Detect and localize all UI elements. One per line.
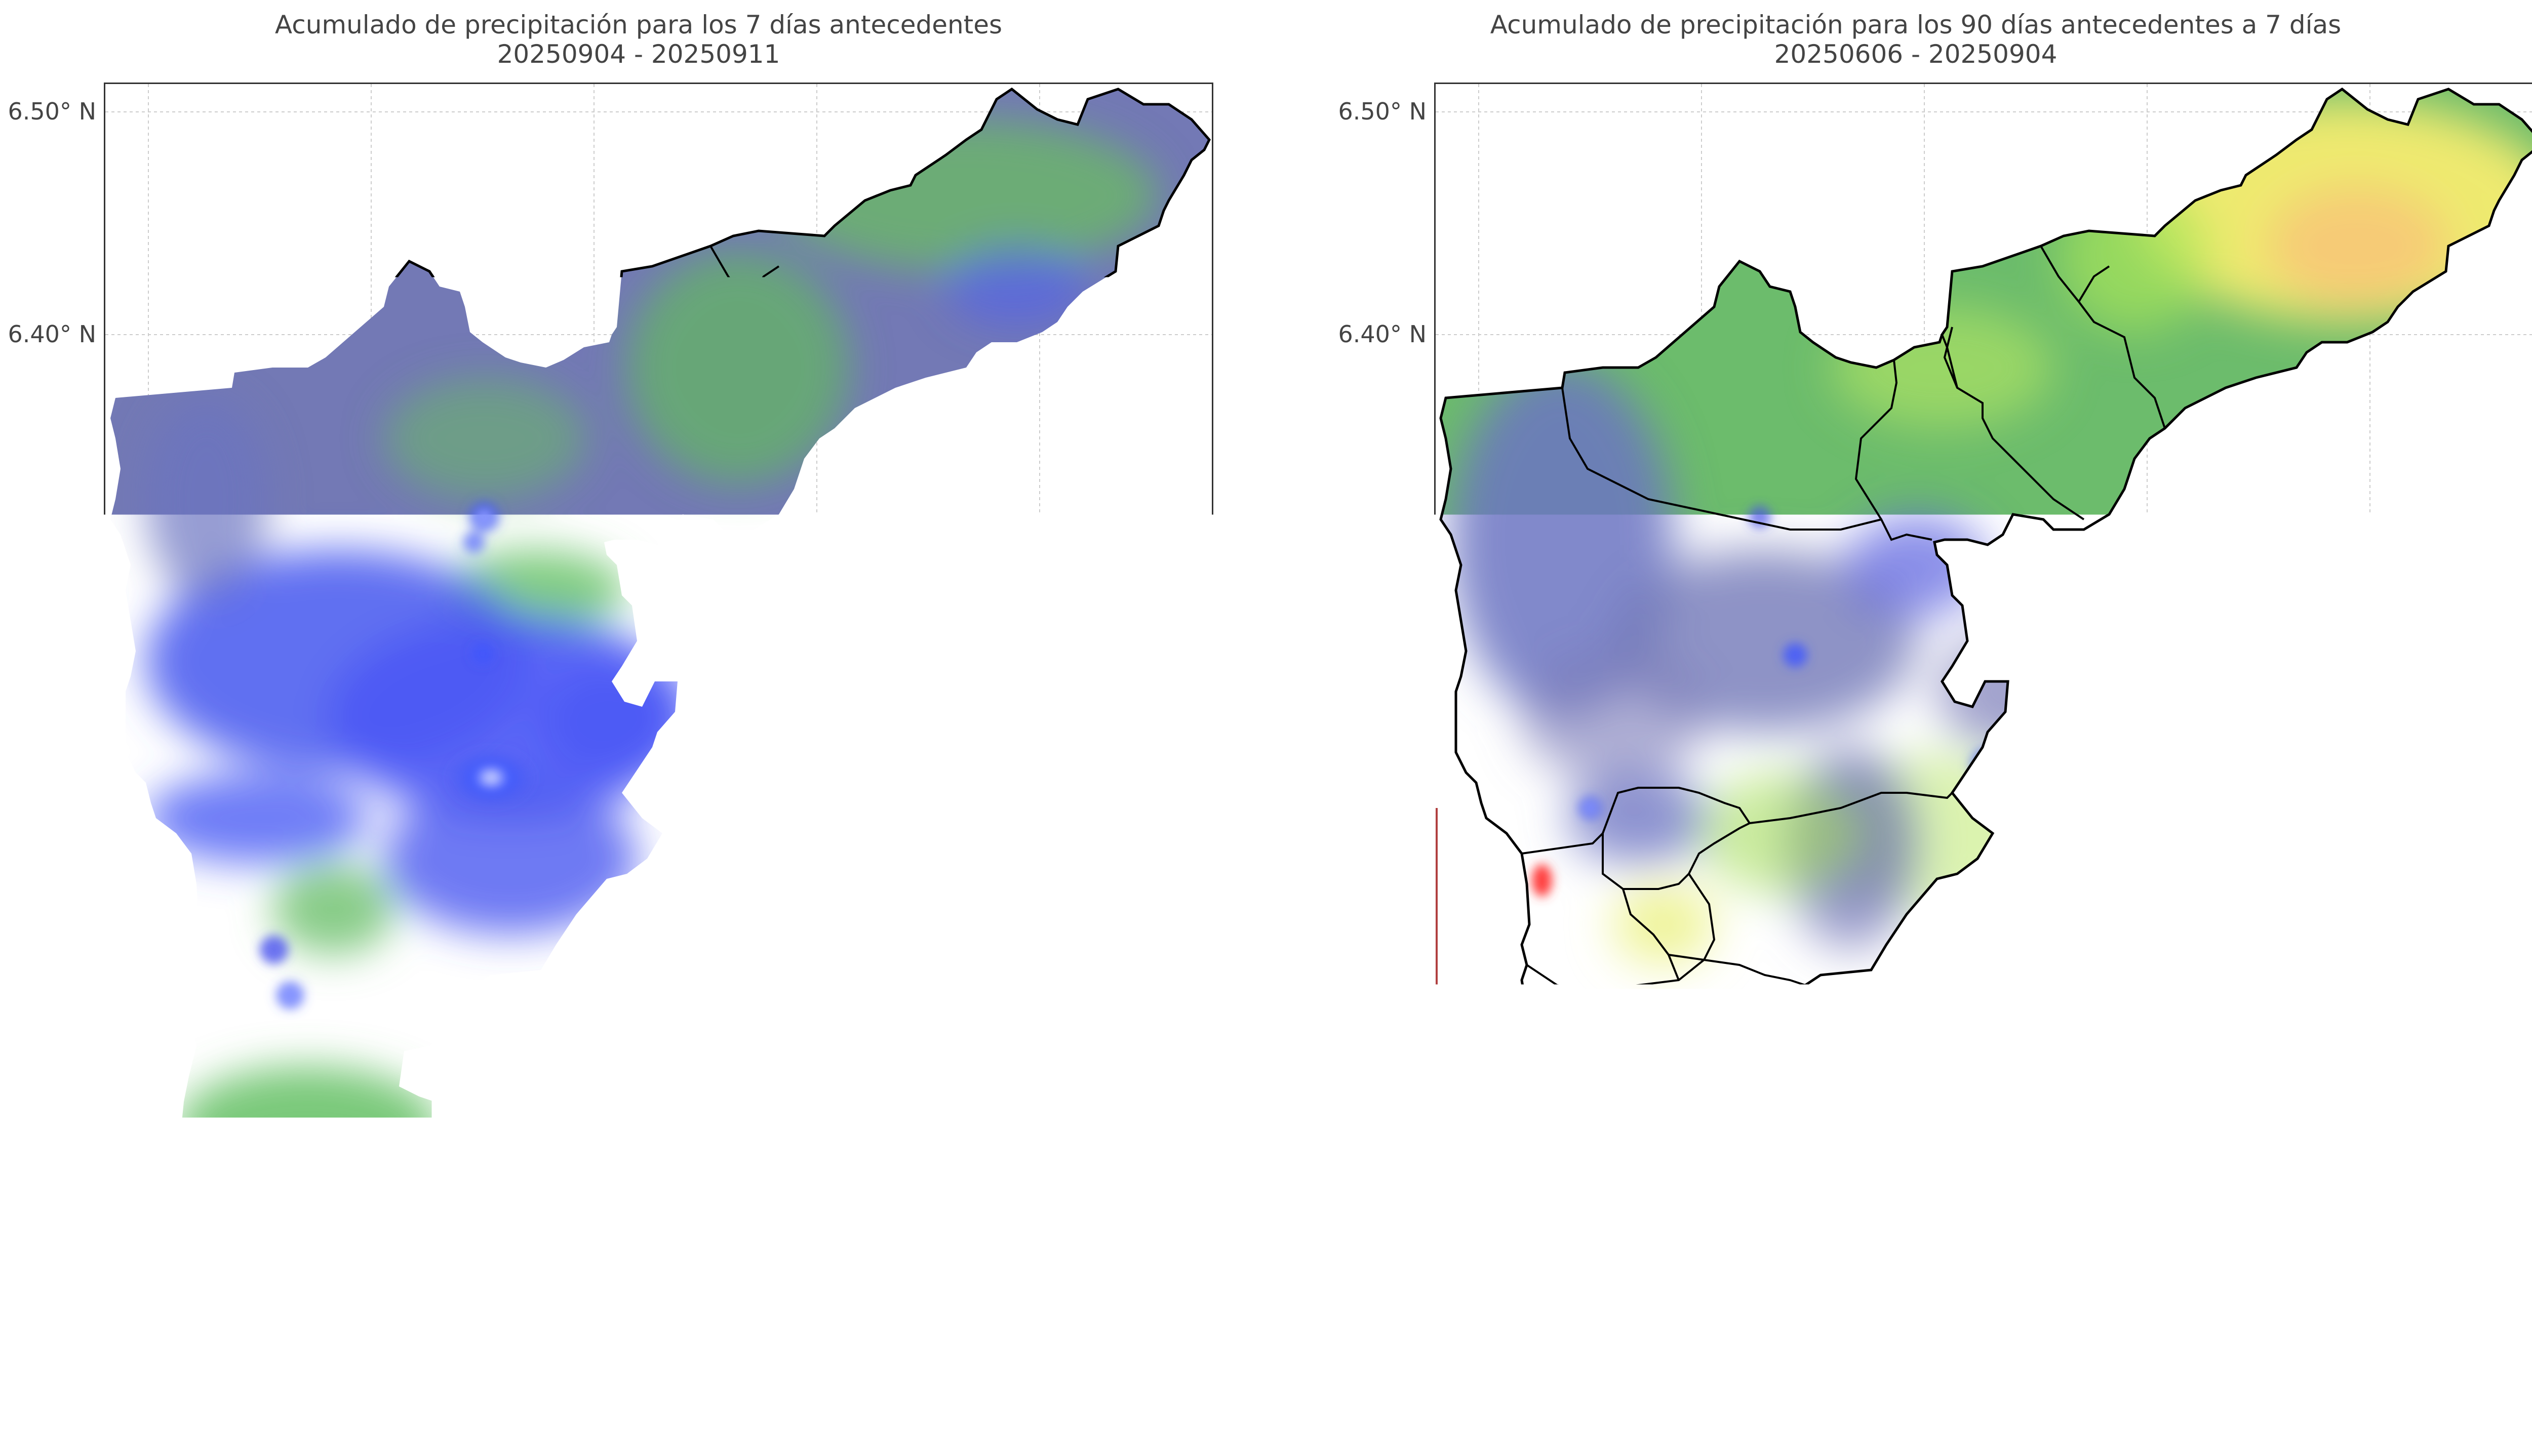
left-colorbar-label: Acumulado Precipitación [mm] xyxy=(99,1397,1215,1439)
left-lon-tick: 75.50° W xyxy=(517,1278,668,1306)
right-cbar-tick: 600 xyxy=(2055,1361,2136,1390)
left-title-line2: 20250904 - 20250911 xyxy=(0,39,1277,69)
right-lon-tick: 75.70° W xyxy=(1401,1278,1553,1306)
right-cbar-tick: 0 xyxy=(1421,1361,1502,1390)
left-map-svg xyxy=(105,84,1212,1271)
right-cbar-tick: 200 xyxy=(1633,1361,1714,1390)
right-lat-tick: 6.10° N xyxy=(1305,989,1427,1016)
left-cbar-tick: 140 xyxy=(623,1361,704,1390)
right-map xyxy=(1434,83,2532,1273)
right-lon-tick: 75.40° W xyxy=(2070,1278,2222,1306)
right-lon-tick: 75.30° W xyxy=(2292,1278,2444,1306)
left-lon-tick: 75.30° W xyxy=(962,1278,1114,1306)
right-lon-tick: 75.50° W xyxy=(1847,1278,1999,1306)
right-colorbar-svg xyxy=(1432,1316,2532,1357)
left-lat-tick: 6.50° N xyxy=(0,98,96,125)
left-title-line1: Acumulado de precipitación para los 7 dí… xyxy=(275,10,1002,39)
right-cbar-tick: 300 xyxy=(1738,1361,1819,1390)
right-panel: Acumulado de precipitación para los 90 d… xyxy=(1277,0,2532,1456)
right-cbar-tick: 100 xyxy=(1527,1361,1608,1390)
right-map-svg xyxy=(1436,84,2532,1271)
right-lon-tick: 75.60° W xyxy=(1624,1278,1776,1306)
left-cbar-tick: 60 xyxy=(329,1361,410,1390)
left-lon-tick: 75.60° W xyxy=(294,1278,446,1306)
left-lon-tick: 75.40° W xyxy=(739,1278,891,1306)
left-cbar-tick: 20 xyxy=(185,1361,266,1390)
right-cbar-tick: 900 xyxy=(2371,1361,2452,1390)
right-lat-tick: 6.40° N xyxy=(1305,320,1427,348)
left-panel: Acumulado de precipitación para los 7 dí… xyxy=(0,0,1277,1456)
left-map xyxy=(104,83,1213,1273)
left-lat-tick: 6.20° N xyxy=(0,766,96,793)
right-lat-tick: 6.20° N xyxy=(1305,766,1427,793)
right-colorbar: 0 100 200 300 400 500 600 700 800 900 10… xyxy=(1432,1316,2532,1456)
left-cbar-tick: 120 xyxy=(549,1361,630,1390)
left-colorbar-svg xyxy=(99,1316,1215,1357)
right-precip-field xyxy=(1436,84,2532,1271)
left-lat-tick: 6.10° N xyxy=(0,989,96,1016)
left-cbar-tick: 180 xyxy=(770,1361,851,1390)
left-precip-field xyxy=(105,84,1212,1271)
right-lat-tick: 6.00° N xyxy=(1305,1211,1427,1239)
right-cbar-tick: 500 xyxy=(1949,1361,2030,1390)
right-cbar-tick: 1000 xyxy=(2477,1361,2532,1390)
left-panel-title: Acumulado de precipitación para los 7 dí… xyxy=(0,10,1277,69)
right-colorbar-label: Acumulado Precipitación [mm] xyxy=(1432,1397,2532,1439)
left-cbar-tick: 80 xyxy=(403,1361,484,1390)
left-cbar-tick: 240 xyxy=(990,1361,1071,1390)
left-lat-tick: 6.00° N xyxy=(0,1211,96,1239)
left-lat-tick: 6.30° N xyxy=(0,543,96,571)
right-title-line2: 20250606 - 20250904 xyxy=(1277,39,2532,69)
right-panel-title: Acumulado de precipitación para los 90 d… xyxy=(1277,10,2532,69)
left-cbar-tick: 280 xyxy=(1137,1361,1218,1390)
right-lat-tick: 6.50° N xyxy=(1305,98,1427,125)
left-cbar-tick: 100 xyxy=(476,1361,557,1390)
left-cbar-tick: 160 xyxy=(696,1361,777,1390)
left-lon-tick: 75.70° W xyxy=(71,1278,223,1306)
right-lat-tick: 6.30° N xyxy=(1305,543,1427,571)
right-cbar-tick: 700 xyxy=(2160,1361,2241,1390)
right-cbar-tick: 400 xyxy=(1844,1361,1925,1390)
left-lat-tick: 6.40° N xyxy=(0,320,96,348)
left-cbar-tick: 200 xyxy=(843,1361,924,1390)
left-colorbar: 0 10 20 40 60 80 100 120 140 160 180 200… xyxy=(99,1316,1215,1456)
right-title-line1: Acumulado de precipitación para los 90 d… xyxy=(1490,10,2341,39)
right-cbar-tick: 800 xyxy=(2266,1361,2347,1390)
left-cbar-tick: 40 xyxy=(256,1361,337,1390)
